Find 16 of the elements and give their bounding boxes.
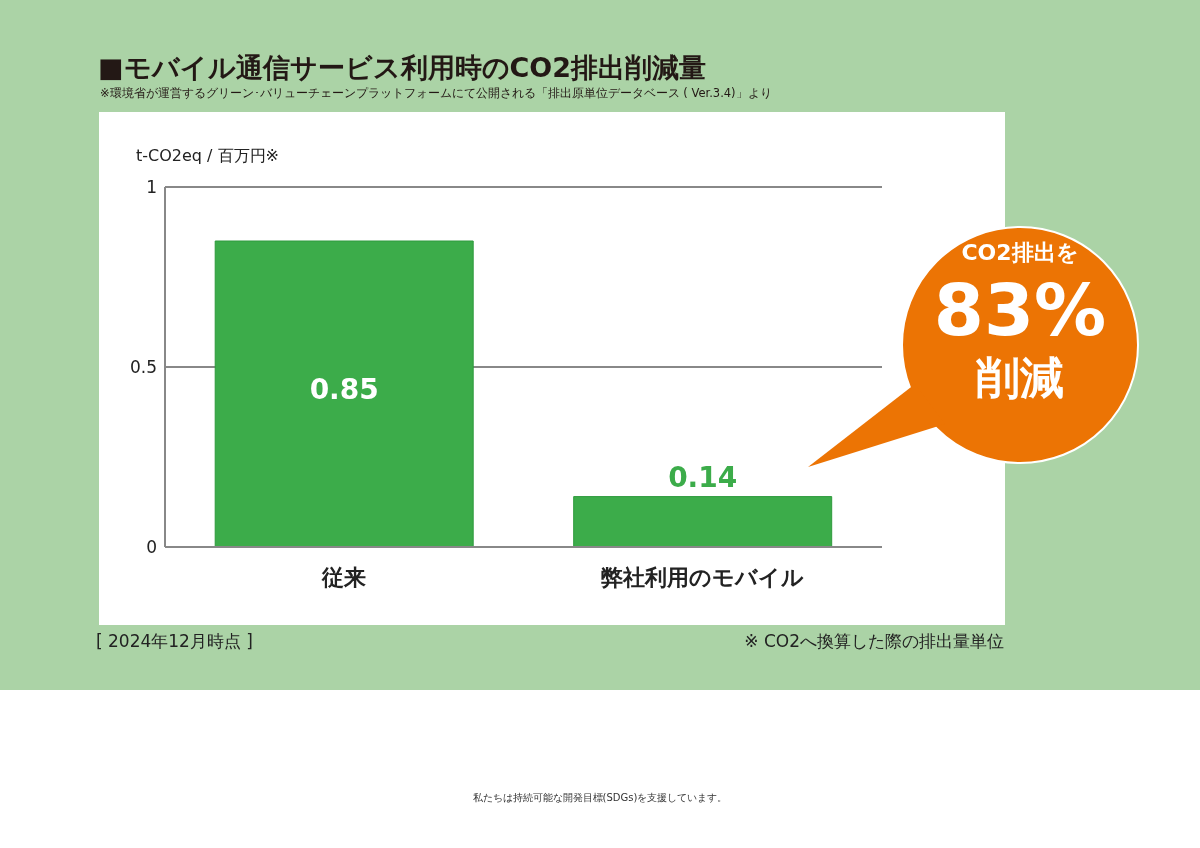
chart-subtitle: ※環境省が運営するグリーン･バリューチェーンプラットフォームにて公開される「排出原単位データベース ( Ver.3.4)」より	[100, 86, 772, 101]
x-tick-label: 弊社利用のモバイル	[601, 564, 805, 590]
text: 83%	[932, 268, 1108, 352]
x-tick-label: 従来	[321, 564, 367, 590]
y-tick-label: 1	[146, 177, 157, 198]
data-label: 0.14	[668, 460, 738, 494]
text: [ 2024年12月時点 ]	[96, 630, 253, 653]
text: 私たちは持続可能な開発目標(SDGs)を支援しています。	[471, 791, 729, 805]
text: 削減	[975, 352, 1065, 404]
chart-title: ■モバイル通信サービス利用時のCO2排出削減量	[98, 51, 707, 85]
y-tick-label: 0	[146, 537, 157, 558]
y-tick-label: 0.5	[129, 357, 157, 378]
text: CO2排出を	[960, 239, 1080, 267]
data-label: 0.85	[309, 372, 379, 406]
text: ※ CO2へ換算した際の排出量単位	[744, 630, 1004, 653]
y-axis-title: t-CO2eq / 百万円※	[136, 146, 279, 167]
